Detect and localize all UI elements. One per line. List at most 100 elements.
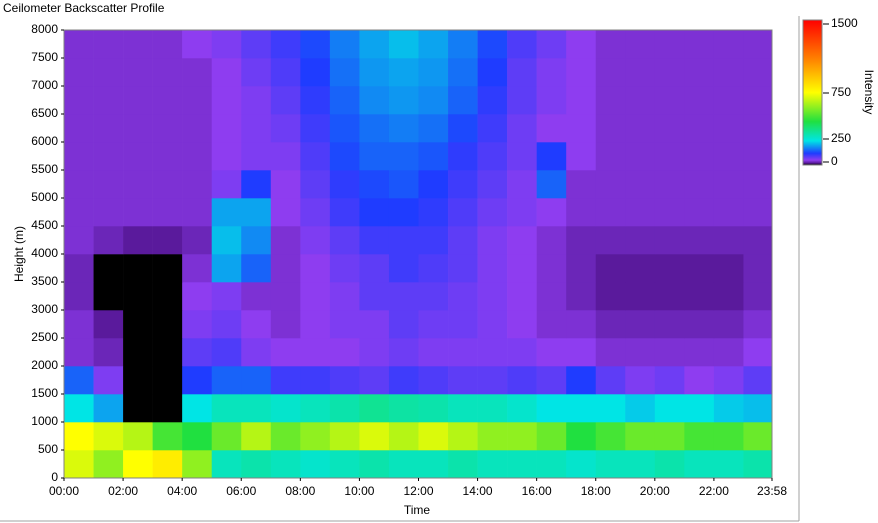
heat-cell — [743, 394, 773, 423]
heat-cell — [654, 338, 685, 367]
heat-cell — [507, 86, 537, 115]
heat-cell — [93, 254, 124, 283]
heat-cell — [507, 254, 537, 283]
heat-cell — [595, 422, 626, 451]
heat-cell — [300, 310, 331, 339]
heat-cell — [418, 226, 449, 255]
heat-cell — [93, 310, 124, 339]
y-tick-label: 8000 — [31, 22, 58, 36]
y-tick-label: 7000 — [31, 78, 58, 92]
heat-cell — [654, 142, 685, 171]
heat-cell — [388, 450, 419, 479]
heat-cell — [654, 114, 685, 143]
heat-cell — [448, 394, 478, 423]
heat-cell — [182, 422, 213, 451]
heat-cell — [388, 394, 419, 423]
heat-cell — [93, 366, 124, 395]
heat-cell — [477, 282, 508, 311]
heat-cell — [536, 198, 567, 227]
heat-cell — [359, 30, 390, 59]
heat-cell — [595, 366, 626, 395]
heat-cell — [595, 198, 626, 227]
heat-cell — [182, 310, 213, 339]
heat-cell — [123, 142, 153, 171]
heat-cell — [211, 170, 242, 199]
heat-cell — [241, 254, 272, 283]
heat-cell — [329, 30, 360, 59]
heat-cell — [241, 422, 272, 451]
heat-cell — [418, 254, 449, 283]
heat-cell — [536, 394, 567, 423]
heat-cell — [566, 422, 597, 451]
heat-cell — [654, 170, 685, 199]
heat-cell — [477, 170, 508, 199]
x-tick-label: 16:00 — [522, 484, 552, 498]
heat-cell — [300, 338, 331, 367]
heat-cell — [418, 422, 449, 451]
heat-cell — [270, 114, 301, 143]
heat-cell — [448, 86, 478, 115]
y-tick-label: 1000 — [31, 414, 58, 428]
heat-cell — [359, 86, 390, 115]
heat-cell — [152, 86, 183, 115]
heat-cell — [329, 114, 360, 143]
heat-cell — [418, 30, 449, 59]
heat-cell — [64, 394, 94, 423]
heat-cell — [507, 422, 537, 451]
heat-cell — [359, 394, 390, 423]
heat-cell — [64, 310, 94, 339]
heat-cell — [684, 86, 715, 115]
heat-cell — [448, 310, 478, 339]
heat-cell — [241, 170, 272, 199]
heat-cell — [93, 394, 124, 423]
heat-cell — [654, 394, 685, 423]
heat-cell — [152, 366, 183, 395]
heat-cell — [270, 310, 301, 339]
heat-cell — [448, 170, 478, 199]
heat-cell — [64, 114, 94, 143]
heat-cell — [448, 30, 478, 59]
heat-cell — [566, 30, 597, 59]
heat-cell — [359, 198, 390, 227]
heat-cell — [359, 338, 390, 367]
heat-cell — [595, 30, 626, 59]
heat-cell — [743, 86, 773, 115]
heat-cell — [507, 310, 537, 339]
heat-cell — [359, 450, 390, 479]
heat-cell — [654, 310, 685, 339]
heat-cell — [93, 30, 124, 59]
heat-cell — [418, 338, 449, 367]
heat-cell — [507, 58, 537, 87]
heat-cell — [152, 114, 183, 143]
heat-cell — [182, 198, 213, 227]
heat-cell — [329, 58, 360, 87]
y-tick-label: 6000 — [31, 134, 58, 148]
heat-cell — [418, 114, 449, 143]
chart-title: Ceilometer Backscatter Profile — [3, 1, 165, 15]
heat-cell — [595, 142, 626, 171]
heat-cell — [713, 198, 744, 227]
heat-cell — [182, 394, 213, 423]
y-tick-label: 4000 — [31, 246, 58, 260]
heat-cell — [713, 58, 744, 87]
heat-cell — [270, 198, 301, 227]
heat-cell — [448, 226, 478, 255]
x-tick-label: 00:00 — [49, 484, 79, 498]
heat-cell — [536, 338, 567, 367]
colorbar — [802, 19, 823, 166]
heat-cell — [536, 170, 567, 199]
x-tick-label: 18:00 — [581, 484, 611, 498]
heat-cell — [477, 310, 508, 339]
heat-cell — [270, 58, 301, 87]
heat-cell — [625, 254, 656, 283]
heat-cell — [152, 226, 183, 255]
heat-cell — [418, 394, 449, 423]
heat-cell — [270, 282, 301, 311]
heat-cell — [477, 30, 508, 59]
heat-cell — [123, 338, 153, 367]
heat-cell — [743, 226, 773, 255]
heat-cell — [182, 170, 213, 199]
heat-cell — [566, 170, 597, 199]
heat-cell — [241, 394, 272, 423]
heat-cell — [241, 450, 272, 479]
